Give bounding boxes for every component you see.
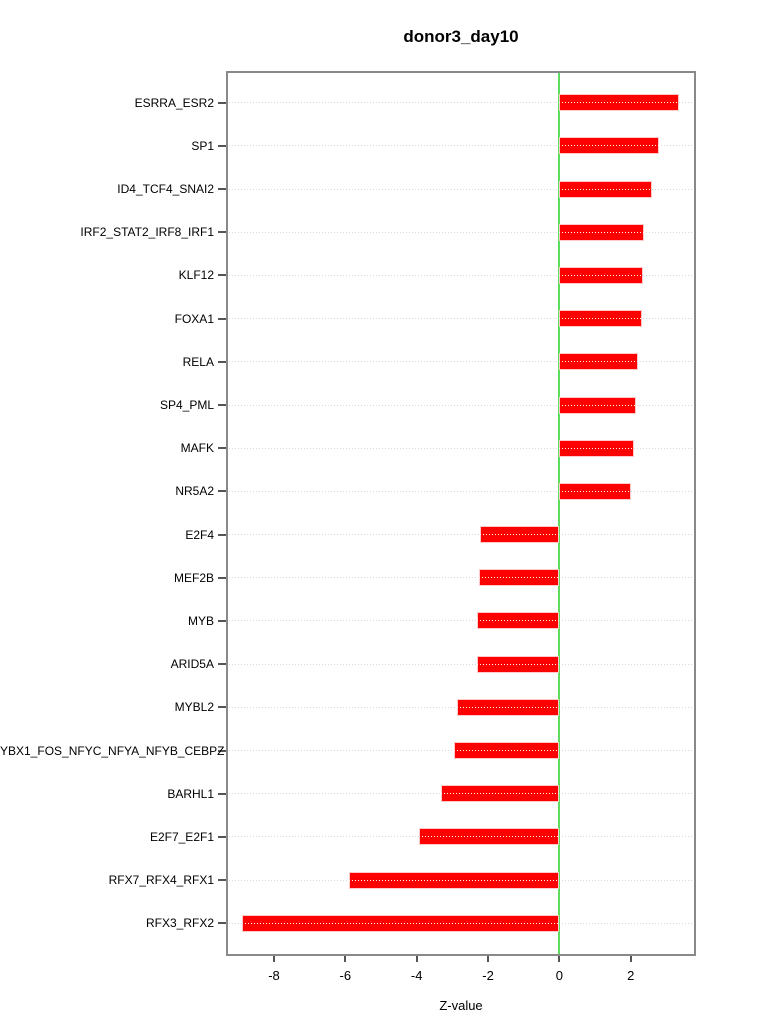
bar-centerline [440,793,560,795]
y-axis-label: YBX1_FOS_NFYC_NFYA_NFYB_CEBPZ [0,743,225,758]
y-axis-label: FOXA1 [174,311,214,326]
bar-centerline [348,879,560,881]
y-axis-tick [218,188,226,191]
x-axis-tick-label: -6 [339,968,352,983]
bar-centerline [559,102,680,104]
bar-centerline [454,750,560,752]
row-gridline [226,447,696,449]
plot-area [226,71,696,956]
row-gridline [226,102,696,104]
y-axis-tick [218,663,226,666]
x-axis-tick [344,956,347,962]
x-axis-title: Z-value [439,998,483,1013]
bar-centerline [559,188,653,190]
bar-centerline [477,620,560,622]
y-axis-tick [218,490,226,493]
row-gridline [226,145,696,147]
row-gridline [226,361,696,363]
bar-centerline [559,318,642,320]
y-axis-label: IRF2_STAT2_IRF8_IRF1 [80,225,214,240]
bar-centerline [242,922,560,924]
y-axis-label: RELA [182,354,214,369]
y-axis-label: KLF12 [178,268,214,283]
y-axis-label: NR5A2 [175,484,214,499]
y-axis-label: MYB [187,613,214,628]
x-axis-tick [272,956,275,962]
y-axis-label: MAFK [180,441,214,456]
bar-centerline [479,577,560,579]
y-axis-label: BARHL1 [167,786,214,801]
y-axis-tick [218,360,226,363]
bar-centerline [559,447,634,449]
bar-centerline [480,534,560,536]
y-axis-label: RFX7_RFX4_RFX1 [108,873,214,888]
y-axis-label: ID4_TCF4_SNAI2 [117,182,214,197]
y-axis-label: MEF2B [173,570,214,585]
y-axis-label: SP4_PML [159,398,214,413]
x-axis-tick-label: 0 [555,968,563,983]
row-gridline [226,404,696,406]
x-axis-tick [415,956,418,962]
bar-centerline [559,145,660,147]
y-axis-tick [218,317,226,320]
row-gridline [226,534,696,536]
y-axis-tick [218,101,226,104]
y-axis-tick [218,576,226,579]
y-axis-tick [218,879,226,882]
row-gridline [226,490,696,492]
y-axis-label: E2F4 [185,527,214,542]
x-axis-tick [487,956,490,962]
bar-centerline [456,706,560,708]
y-axis-tick [218,231,226,234]
x-axis-tick-label: 2 [627,968,635,983]
y-axis-tick [218,274,226,277]
row-gridline [226,663,696,665]
y-axis-tick [218,922,226,925]
y-axis-tick [218,706,226,709]
bar-centerline [559,404,636,406]
y-axis-tick [218,144,226,147]
bar-centerline [559,361,638,363]
bar-centerline [559,231,645,233]
y-axis-label: ESRRA_ESR2 [134,95,214,110]
y-axis-tick [218,533,226,536]
row-gridline [226,231,696,233]
x-axis-tick-label: -4 [410,968,423,983]
bar-centerline [476,663,560,665]
bar-centerline [559,490,631,492]
y-axis-tick [218,619,226,622]
y-axis-label: MYBL2 [174,700,214,715]
row-gridline [226,188,696,190]
y-axis-label: ARID5A [170,657,214,672]
x-axis-tick [558,956,561,962]
y-axis-tick [218,792,226,795]
y-axis-tick [218,447,226,450]
row-gridline [226,620,696,622]
x-axis-tick [629,956,632,962]
y-axis-tick [218,835,226,838]
chart-title: donor3_day10 [403,27,519,46]
row-gridline [226,274,696,276]
y-axis-tick [218,404,226,407]
zero-line [558,71,561,956]
x-axis-tick-label: -8 [268,968,280,983]
y-axis-label: RFX3_RFX2 [145,916,214,931]
y-axis-label: SP1 [191,138,214,153]
y-axis-tick [218,749,226,752]
row-gridline [226,318,696,320]
y-axis-label: E2F7_E2F1 [149,829,214,844]
bar-centerline [419,836,560,838]
row-gridline [226,577,696,579]
bar-centerline [559,274,643,276]
x-axis-tick-label: -2 [482,968,494,983]
